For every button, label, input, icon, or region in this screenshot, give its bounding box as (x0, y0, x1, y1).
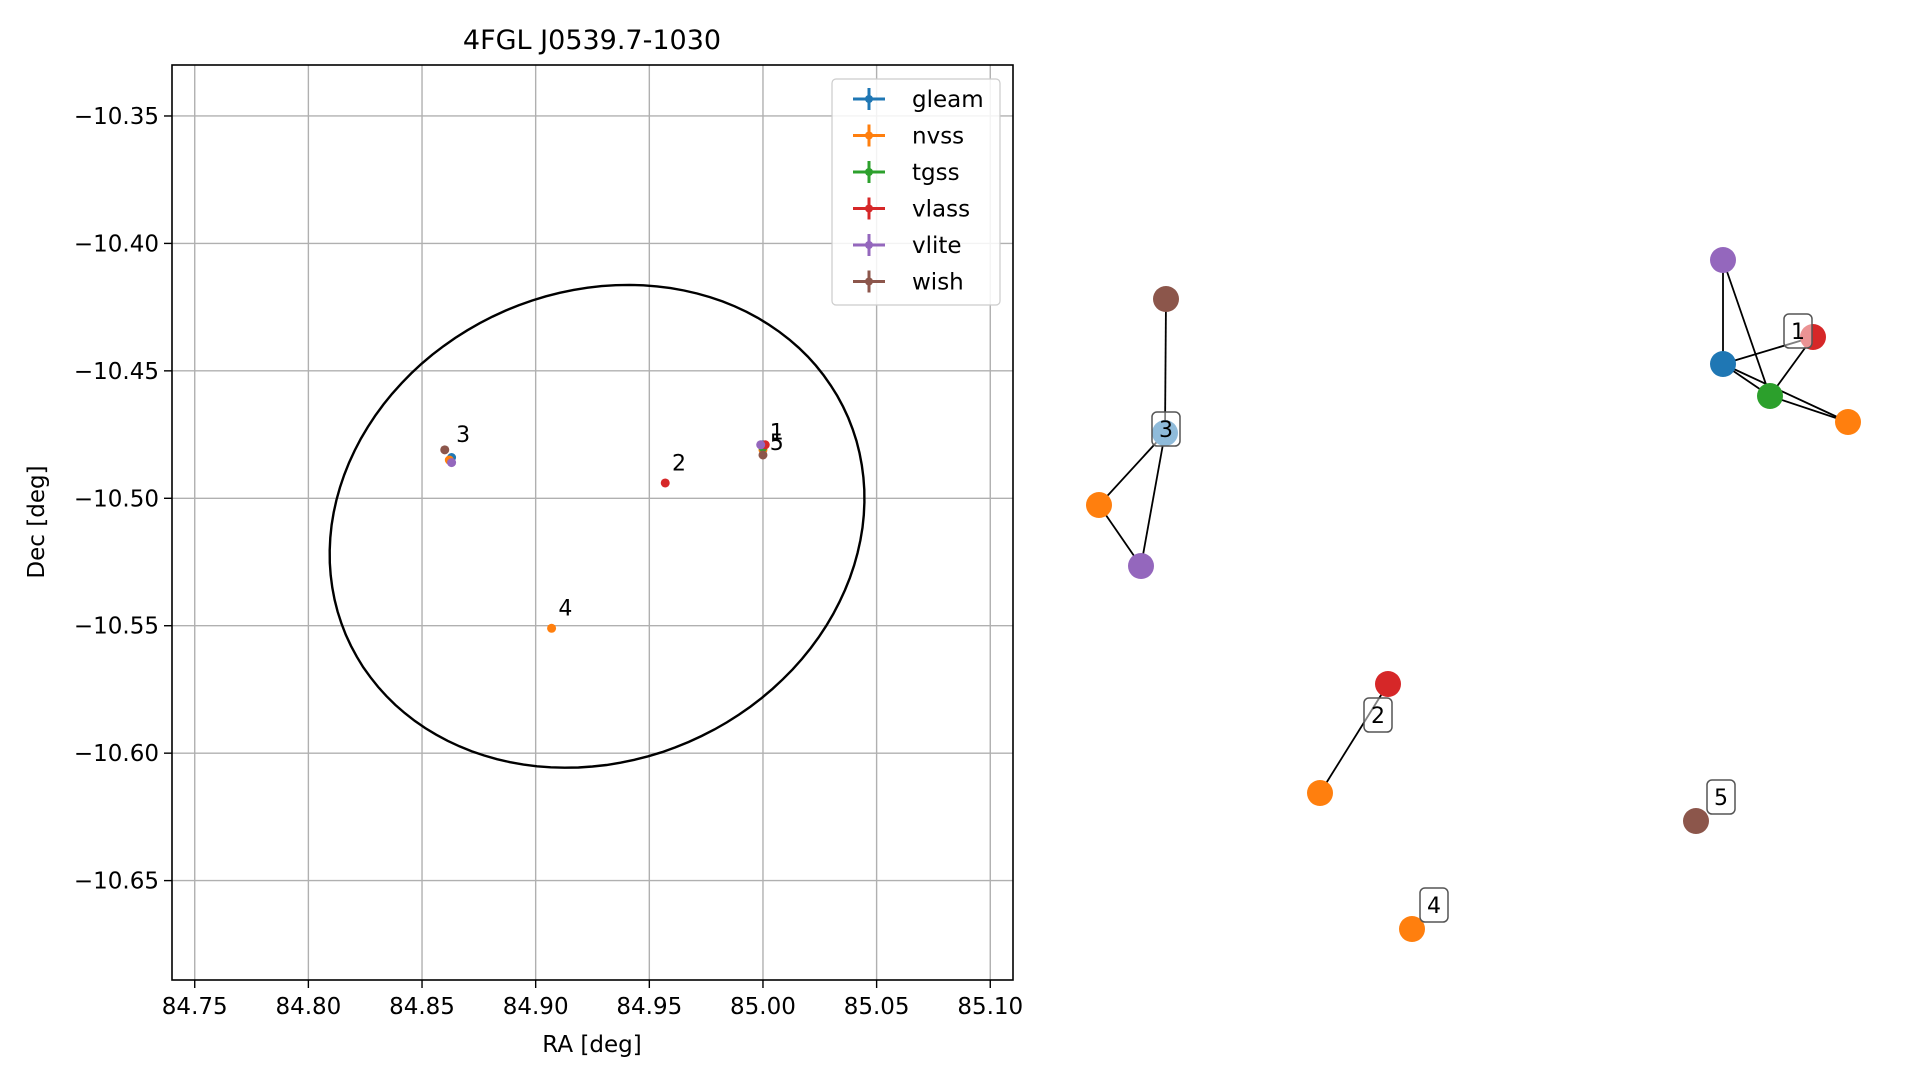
legend-label: gleam (912, 87, 984, 113)
legend-label: tgss (912, 160, 960, 186)
x-tick-label: 85.00 (730, 994, 796, 1020)
network-node-wish (1153, 286, 1179, 312)
group-label: 4 (1427, 894, 1441, 919)
y-tick-label: −10.65 (74, 869, 159, 895)
legend: gleam nvss tgss vlass vlite wish (831, 78, 1001, 306)
plot-frame (171, 64, 1014, 981)
data-point-wish (440, 445, 450, 455)
legend-marker-dot (865, 168, 873, 176)
network-node-gleam (1710, 351, 1736, 377)
x-tick-label: 84.80 (275, 994, 341, 1020)
network-edge (1722, 363, 1849, 423)
data-point-nvss (547, 623, 557, 633)
legend-marker-dot (865, 95, 873, 103)
group-label: 2 (1371, 704, 1385, 729)
legend-marker-dot (865, 241, 873, 249)
scatter-panel: 15 3 2 4 84.75 84.80 84.85 84.90 84.95 85.00 85.0… (24, 25, 1023, 1058)
legend-marker-dot (865, 277, 873, 286)
network-nodes (1086, 247, 1861, 942)
x-tick-label: 84.90 (503, 994, 569, 1020)
data-point-vlass (660, 478, 670, 488)
y-tick-label: −10.60 (74, 741, 159, 767)
x-tick-label: 84.75 (162, 994, 228, 1020)
network-edges (1098, 259, 1849, 794)
point-annotation: 3 (456, 423, 470, 448)
chart-title: 4FGL J0539.7-1030 (463, 25, 721, 56)
group-label-box (1783, 313, 1813, 349)
ellipse-layer (328, 283, 866, 769)
legend-marker-dot (865, 204, 873, 213)
x-axis-label: RA [deg] (542, 1032, 641, 1058)
group-label-box (1363, 697, 1393, 733)
point-annotation: 4 (558, 597, 572, 622)
annotations: 15 3 2 4 (456, 421, 784, 622)
legend-label: vlite (912, 233, 962, 259)
y-tick-label: −10.50 (74, 486, 159, 512)
network-edge (1722, 259, 1771, 397)
network-labels: 1 3 2 5 4 (1151, 313, 1813, 923)
y-tick-label: −10.40 (74, 231, 159, 257)
group-label: 3 (1159, 418, 1173, 443)
y-tick-label: −10.45 (74, 359, 159, 385)
legend-label: nvss (912, 124, 964, 150)
grid-layer (172, 65, 1013, 980)
data-point-wish (758, 450, 768, 460)
group-label-box (1706, 779, 1736, 815)
network-panel: 1 3 2 5 4 (1086, 247, 1861, 942)
y-ticks: −10.35 −10.40 −10.45 −10.50 −10.55 −10.60 −10.… (74, 104, 172, 895)
group-label: 5 (1714, 786, 1728, 811)
y-tick-label: −10.35 (74, 104, 159, 130)
group-label: 1 (1791, 320, 1805, 345)
localization-ellipse (328, 283, 866, 769)
network-edge (1164, 298, 1167, 434)
points-layer (440, 440, 770, 633)
x-ticks: 84.75 84.80 84.85 84.90 84.95 85.00 85.05 85.10 (162, 980, 1023, 1020)
network-node-wish (1683, 808, 1709, 834)
point-annotation: 1 (770, 421, 784, 446)
network-node-nvss (1307, 780, 1333, 806)
data-point-vlite (447, 458, 457, 468)
y-tick-label: −10.55 (74, 614, 159, 640)
legend-entries: gleam nvss tgss vlass vlite wish (853, 87, 984, 296)
data-point-vlite (756, 440, 766, 450)
network-node-tgss (1757, 383, 1783, 409)
network-node-nvss (1086, 492, 1112, 518)
network-node-vlass (1375, 671, 1401, 697)
point-annotation: 5 (770, 431, 784, 456)
legend-label: wish (912, 270, 964, 296)
x-tick-label: 84.85 (389, 994, 455, 1020)
group-label-box (1419, 887, 1449, 923)
x-tick-label: 85.10 (957, 994, 1023, 1020)
x-tick-label: 84.95 (616, 994, 682, 1020)
network-edge (1140, 432, 1166, 567)
network-node-vlite (1710, 247, 1736, 273)
x-tick-label: 85.05 (844, 994, 910, 1020)
network-node-nvss (1399, 916, 1425, 942)
network-edge (1769, 395, 1849, 423)
network-node-vlite (1128, 553, 1154, 579)
network-node-nvss (1835, 409, 1861, 435)
legend-label: vlass (912, 197, 970, 223)
y-axis-label: Dec [deg] (24, 465, 50, 578)
legend-marker-dot (865, 131, 873, 140)
point-annotation: 2 (672, 451, 686, 476)
group-label-box (1151, 411, 1181, 447)
